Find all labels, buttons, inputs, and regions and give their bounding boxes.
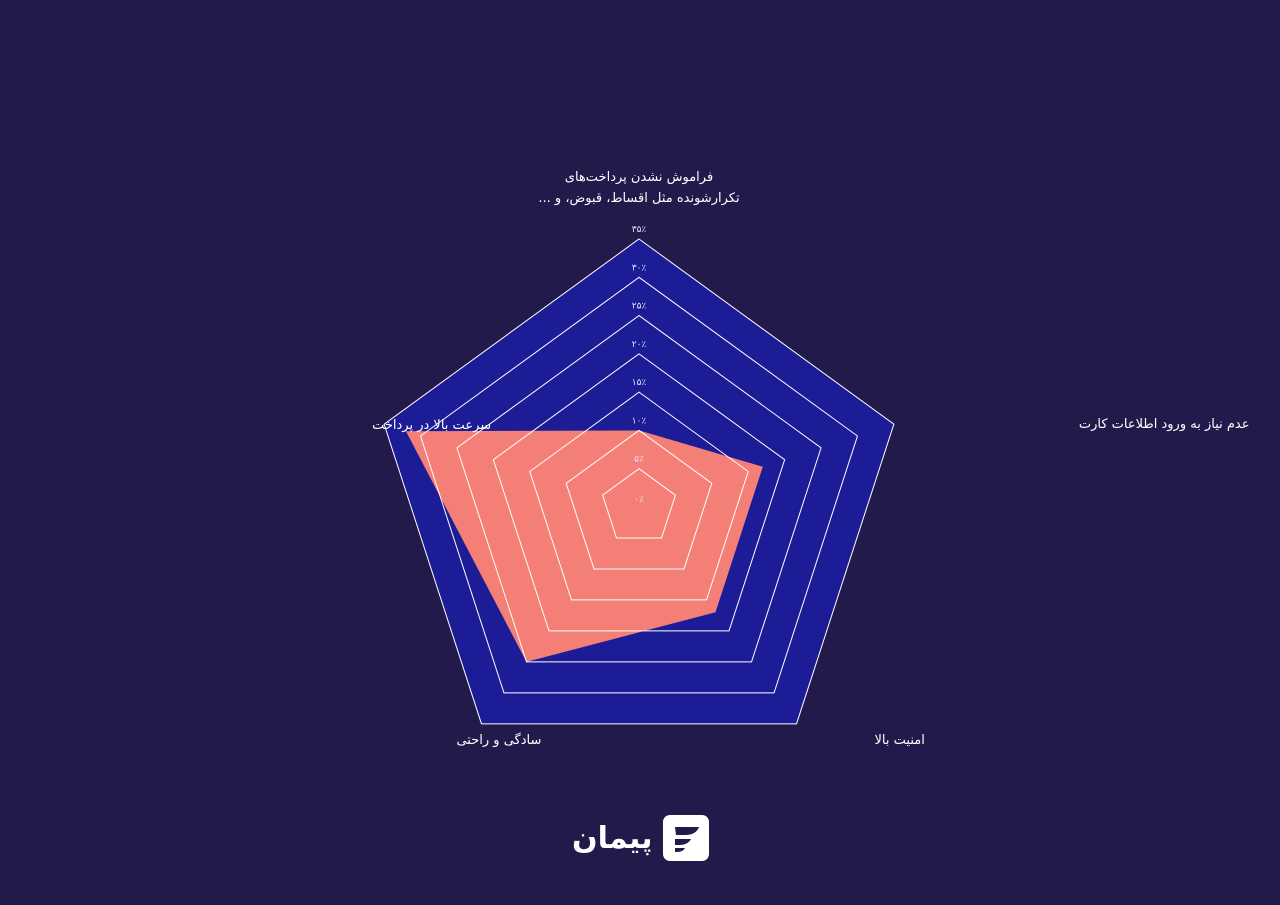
data-series-polygon	[405, 430, 763, 662]
grid-ring-25	[456, 314, 822, 663]
axis-label-1: عدم نیاز به ورود اطلاعات کارت	[1079, 417, 1250, 432]
grid-ring-30	[419, 276, 859, 694]
tick-label-20: ۲۰٪	[632, 340, 647, 350]
grid-ring-15	[529, 391, 749, 601]
tick-label-5: ۵٪	[634, 455, 644, 465]
tick-label-0: ۰٪	[634, 495, 644, 505]
tick-label-30: ۳۰٪	[632, 263, 647, 273]
brand-icon	[662, 815, 709, 861]
grid-ring-20	[492, 353, 786, 632]
axis-label-4: سرعت بالا در پرداخت	[372, 418, 491, 433]
tick-label-15: ۱۵٪	[632, 378, 647, 388]
tick-label-25: ۲۵٪	[632, 302, 647, 312]
grid-ring-5	[602, 468, 676, 539]
axis-label-3: سادگی و راحتی	[456, 732, 541, 748]
brand-name: پیمان	[572, 820, 653, 856]
axis-label-0: فراموش نشدن پرداخت‌های تکرارشونده مثل اقس…	[538, 170, 740, 206]
grid-ring-35	[383, 238, 895, 725]
grid-ring-10	[565, 429, 713, 570]
brand-logo: پیمان	[572, 815, 709, 861]
tick-label-35: ۳۵٪	[632, 225, 647, 235]
tick-label-10: ۱۰٪	[632, 416, 647, 426]
axis-label-2: امنیت بالا	[875, 733, 925, 748]
